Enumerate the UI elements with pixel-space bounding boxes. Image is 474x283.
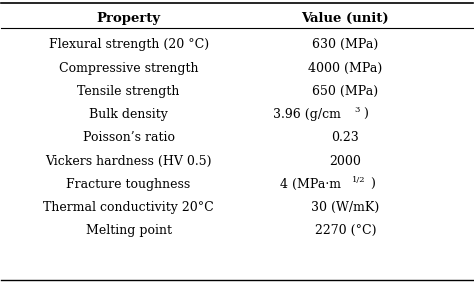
- Text: 3.96 (g/cm: 3.96 (g/cm: [273, 108, 341, 121]
- Text: 4000 (MPa): 4000 (MPa): [308, 62, 383, 75]
- Text: Poisson’s ratio: Poisson’s ratio: [82, 131, 174, 144]
- Text: Thermal conductivity 20°C: Thermal conductivity 20°C: [43, 201, 214, 214]
- Text: Melting point: Melting point: [86, 224, 172, 237]
- Text: 630 (MPa): 630 (MPa): [312, 38, 379, 51]
- Text: 0.23: 0.23: [331, 131, 359, 144]
- Text: Fracture toughness: Fracture toughness: [66, 178, 191, 191]
- Text: 30 (W/mK): 30 (W/mK): [311, 201, 380, 214]
- Text: Tensile strength: Tensile strength: [77, 85, 180, 98]
- Text: Vickers hardness (HV 0.5): Vickers hardness (HV 0.5): [46, 155, 212, 168]
- Text: 2000: 2000: [329, 155, 361, 168]
- Text: Compressive strength: Compressive strength: [59, 62, 198, 75]
- Text: 650 (MPa): 650 (MPa): [312, 85, 378, 98]
- Text: 2270 (°C): 2270 (°C): [315, 224, 376, 237]
- Text: ): ): [363, 108, 368, 121]
- Text: 3: 3: [355, 106, 360, 114]
- Text: ): ): [370, 178, 375, 191]
- Text: Value (unit): Value (unit): [301, 12, 389, 25]
- Text: 1/2: 1/2: [352, 176, 365, 184]
- Text: 4 (MPa·m: 4 (MPa·m: [280, 178, 341, 191]
- Text: Property: Property: [97, 12, 161, 25]
- Text: Bulk density: Bulk density: [89, 108, 168, 121]
- Text: Flexural strength (20 °C): Flexural strength (20 °C): [48, 38, 209, 51]
